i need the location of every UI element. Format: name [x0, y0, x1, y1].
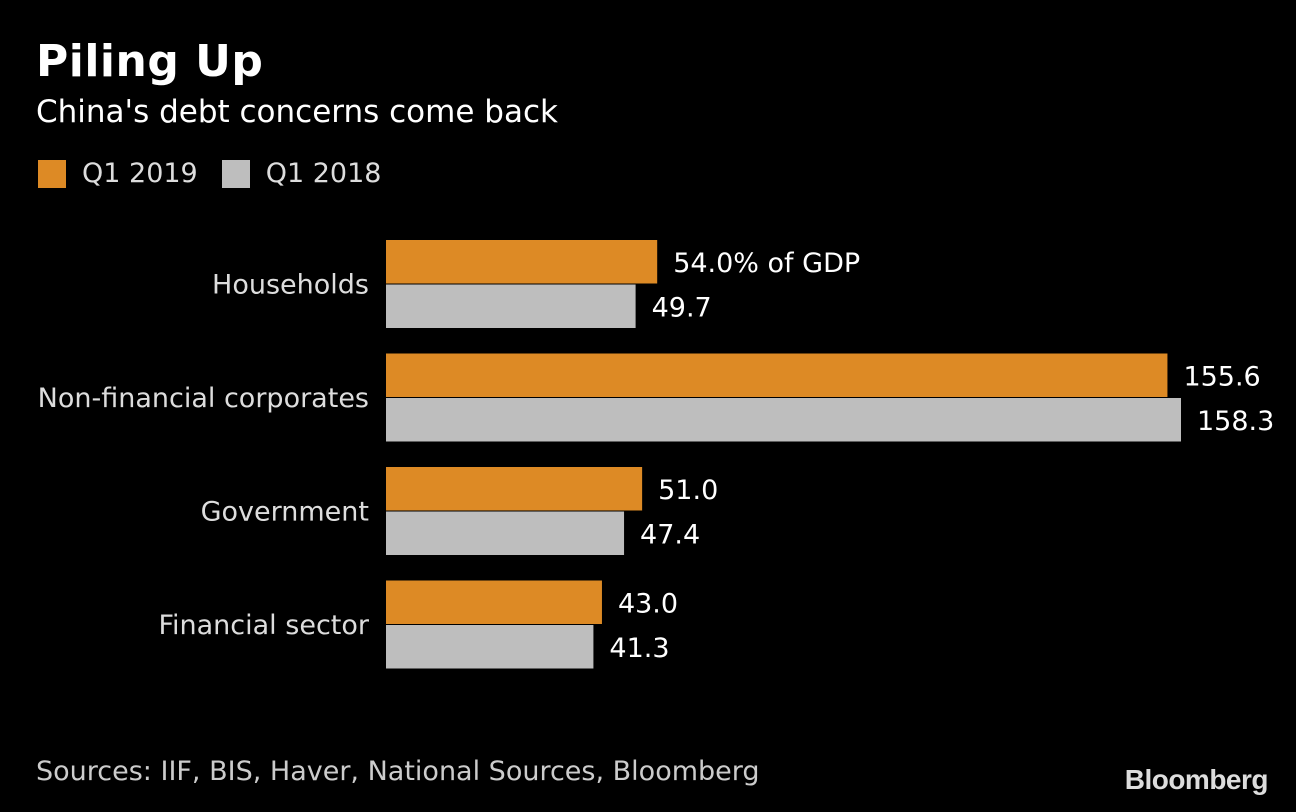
legend: Q1 2019 Q1 2018: [38, 158, 405, 189]
legend-item-q1-2019: Q1 2019: [38, 158, 198, 189]
data-label-government-q1-2018: 47.4: [640, 519, 700, 550]
bar-government-q1-2019: [386, 467, 643, 511]
category-label-non-financial-corporates: Non-financial corporates: [38, 383, 369, 414]
bloomberg-logo: Bloomberg: [1124, 764, 1269, 795]
bar-non-financial-corporates-q1-2019: [386, 353, 1168, 397]
legend-swatch-q1-2018: [221, 159, 250, 188]
legend-item-q1-2018: Q1 2018: [221, 158, 382, 189]
legend-label-q1-2019: Q1 2019: [82, 158, 198, 189]
data-label-non-financial-corporates-q1-2018: 158.3: [1197, 406, 1274, 437]
data-label-financial-sector-q1-2019: 43.0: [618, 588, 678, 619]
bar-financial-sector-q1-2019: [386, 580, 602, 624]
bar-non-financial-corporates-q1-2018: [386, 398, 1181, 442]
data-label-households-q1-2018: 49.7: [652, 292, 712, 323]
legend-label-q1-2018: Q1 2018: [265, 158, 382, 189]
data-label-households-q1-2019: 54.0% of GDP: [673, 248, 860, 279]
source-note: Sources: IIF, BIS, Haver, National Sourc…: [36, 756, 760, 787]
chart-title: Piling Up: [36, 36, 264, 87]
category-label-households: Households: [212, 270, 369, 301]
data-label-government-q1-2019: 51.0: [658, 475, 718, 506]
category-label-financial-sector: Financial sector: [158, 610, 369, 641]
bar-financial-sector-q1-2018: [386, 625, 594, 669]
chart-subtitle: China's debt concerns come back: [36, 94, 558, 130]
bar-government-q1-2018: [386, 511, 625, 555]
legend-swatch-q1-2019: [38, 159, 66, 188]
category-label-government: Government: [201, 497, 369, 528]
data-label-financial-sector-q1-2018: 41.3: [609, 633, 669, 664]
data-label-non-financial-corporates-q1-2019: 155.6: [1183, 361, 1260, 392]
bar-households-q1-2018: [386, 284, 636, 328]
bar-households-q1-2019: [386, 240, 658, 284]
